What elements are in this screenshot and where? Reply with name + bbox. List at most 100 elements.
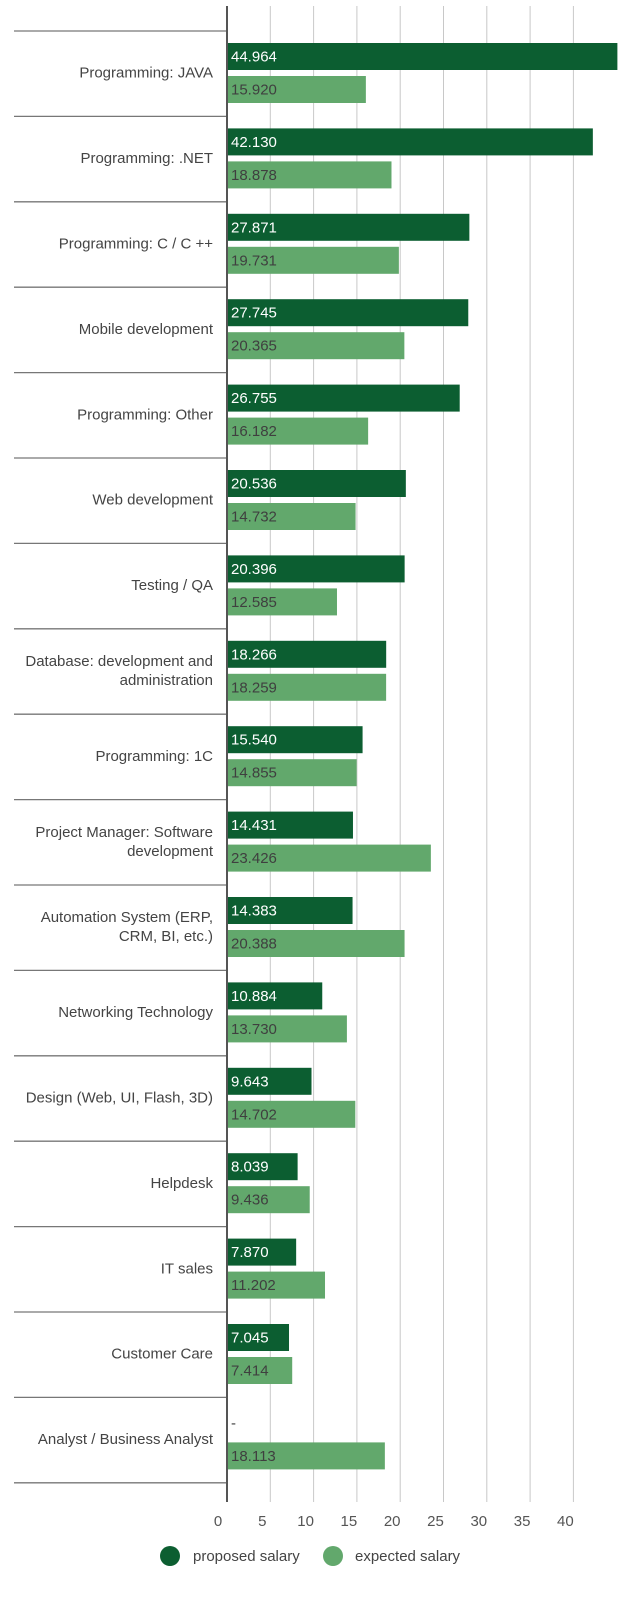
bar-proposed — [228, 640, 387, 668]
bar-proposed — [228, 726, 363, 754]
category-label: Database: development and — [25, 653, 213, 670]
value-label-expected: 19.731 — [231, 252, 277, 269]
category-label: Analyst / Business Analyst — [38, 1431, 214, 1448]
x-tick-label: 40 — [557, 1513, 574, 1530]
bar-expected — [228, 1442, 385, 1470]
bar-proposed — [228, 1324, 290, 1351]
bar-proposed — [228, 1067, 312, 1095]
category-separators — [14, 30, 227, 1484]
bar-proposed — [228, 982, 323, 1010]
category-label: Customer Care — [111, 1346, 213, 1363]
bar-proposed — [228, 811, 353, 839]
value-label-proposed: 7.870 — [231, 1244, 269, 1261]
bar-proposed — [228, 897, 353, 924]
category-label: Programming: C / C ++ — [59, 236, 213, 253]
bars: 44.964 15.920 42.130 18.878 27.871 19.731 27.7… — [228, 43, 618, 1470]
value-label-expected: 7.414 — [231, 1363, 269, 1380]
bar-expected — [228, 246, 399, 274]
value-label-expected: 14.732 — [231, 509, 277, 526]
bar-proposed — [228, 43, 618, 70]
value-label-expected: 14.702 — [231, 1106, 277, 1123]
category-label: Design (Web, UI, Flash, 3D) — [26, 1090, 213, 1107]
category-label: Programming: 1C — [95, 748, 213, 765]
bar-proposed — [228, 470, 406, 497]
value-label-proposed: 44.964 — [231, 49, 277, 66]
bar-proposed — [228, 128, 593, 156]
value-label-proposed: 27.745 — [231, 305, 277, 322]
bar-expected — [228, 930, 405, 957]
value-label-expected: 18.259 — [231, 679, 277, 696]
value-label-proposed: 10.884 — [231, 988, 277, 1005]
bar-expected — [228, 332, 405, 360]
category-labels: Programming: JAVA Programming: .NET Progra… — [25, 65, 213, 1448]
value-label-proposed: 15.540 — [231, 732, 277, 749]
legend-swatch-proposed — [160, 1546, 180, 1566]
bar-expected — [228, 76, 366, 103]
value-label-proposed: - — [231, 1415, 236, 1432]
bar-expected — [228, 673, 387, 701]
x-tick-label: 10 — [297, 1513, 314, 1530]
value-label-proposed: 8.039 — [231, 1159, 269, 1176]
bar-proposed — [228, 299, 469, 327]
value-label-proposed: 14.431 — [231, 817, 277, 834]
value-label-expected: 11.202 — [231, 1277, 276, 1294]
value-label-proposed: 20.396 — [231, 561, 277, 578]
bar-expected — [228, 1100, 356, 1128]
category-label: Helpdesk — [150, 1175, 213, 1192]
x-tick-label: 35 — [514, 1513, 531, 1530]
value-label-expected: 20.388 — [231, 936, 277, 953]
category-label: Automation System (ERP, — [41, 909, 213, 926]
value-label-proposed: 14.383 — [231, 903, 277, 920]
bar-expected — [228, 844, 431, 872]
value-label-proposed: 9.643 — [231, 1073, 269, 1090]
bar-expected — [228, 417, 369, 445]
value-label-expected: 20.365 — [231, 338, 277, 355]
category-label: CRM, BI, etc.) — [119, 928, 213, 945]
value-label-proposed: 20.536 — [231, 476, 277, 493]
bar-expected — [228, 1271, 326, 1299]
bar-expected — [228, 503, 356, 530]
value-label-expected: 23.426 — [231, 850, 277, 867]
value-label-proposed: 42.130 — [231, 134, 277, 151]
legend-label-proposed: proposed salary — [193, 1548, 300, 1565]
bar-expected — [228, 1015, 347, 1043]
bar-proposed — [228, 1238, 297, 1266]
value-label-expected: 16.182 — [231, 423, 277, 440]
value-label-expected: 15.920 — [231, 82, 277, 99]
value-label-expected: 12.585 — [231, 594, 277, 611]
legend: proposed salary expected salary — [160, 1546, 461, 1566]
category-label: Testing / QA — [131, 577, 213, 594]
category-label: Mobile development — [79, 321, 214, 338]
value-label-proposed: 27.871 — [231, 219, 277, 236]
x-axis-ticks: 0 5 10 15 20 25 30 35 40 — [214, 1513, 574, 1530]
bar-expected — [228, 759, 357, 787]
bar-proposed — [228, 1153, 298, 1181]
x-tick-label: 30 — [470, 1513, 487, 1530]
x-tick-label: 15 — [341, 1513, 358, 1530]
category-label: administration — [120, 672, 213, 689]
value-label-proposed: 26.755 — [231, 390, 277, 407]
x-tick-label: 0 — [214, 1513, 222, 1530]
category-label: Programming: .NET — [80, 150, 213, 167]
category-label: Programming: JAVA — [79, 65, 213, 82]
value-label-expected: 13.730 — [231, 1021, 277, 1038]
bar-expected — [228, 1357, 293, 1384]
bar-expected — [228, 1186, 310, 1214]
x-tick-label: 25 — [427, 1513, 444, 1530]
value-label-proposed: 7.045 — [231, 1330, 269, 1347]
x-tick-label: 5 — [258, 1513, 266, 1530]
bar-proposed — [228, 213, 470, 241]
category-label: IT sales — [161, 1260, 213, 1277]
bar-proposed — [228, 384, 460, 412]
value-label-expected: 9.436 — [231, 1192, 269, 1209]
category-label: Programming: Other — [77, 406, 213, 423]
bar-expected — [228, 588, 337, 616]
legend-label-expected: expected salary — [355, 1548, 461, 1565]
value-label-expected: 14.855 — [231, 765, 277, 782]
bar-proposed — [228, 555, 405, 583]
category-label: Project Manager: Software — [35, 824, 213, 841]
legend-swatch-expected — [323, 1546, 343, 1566]
value-label-expected: 18.878 — [231, 167, 277, 184]
value-label-expected: 18.113 — [231, 1448, 276, 1465]
